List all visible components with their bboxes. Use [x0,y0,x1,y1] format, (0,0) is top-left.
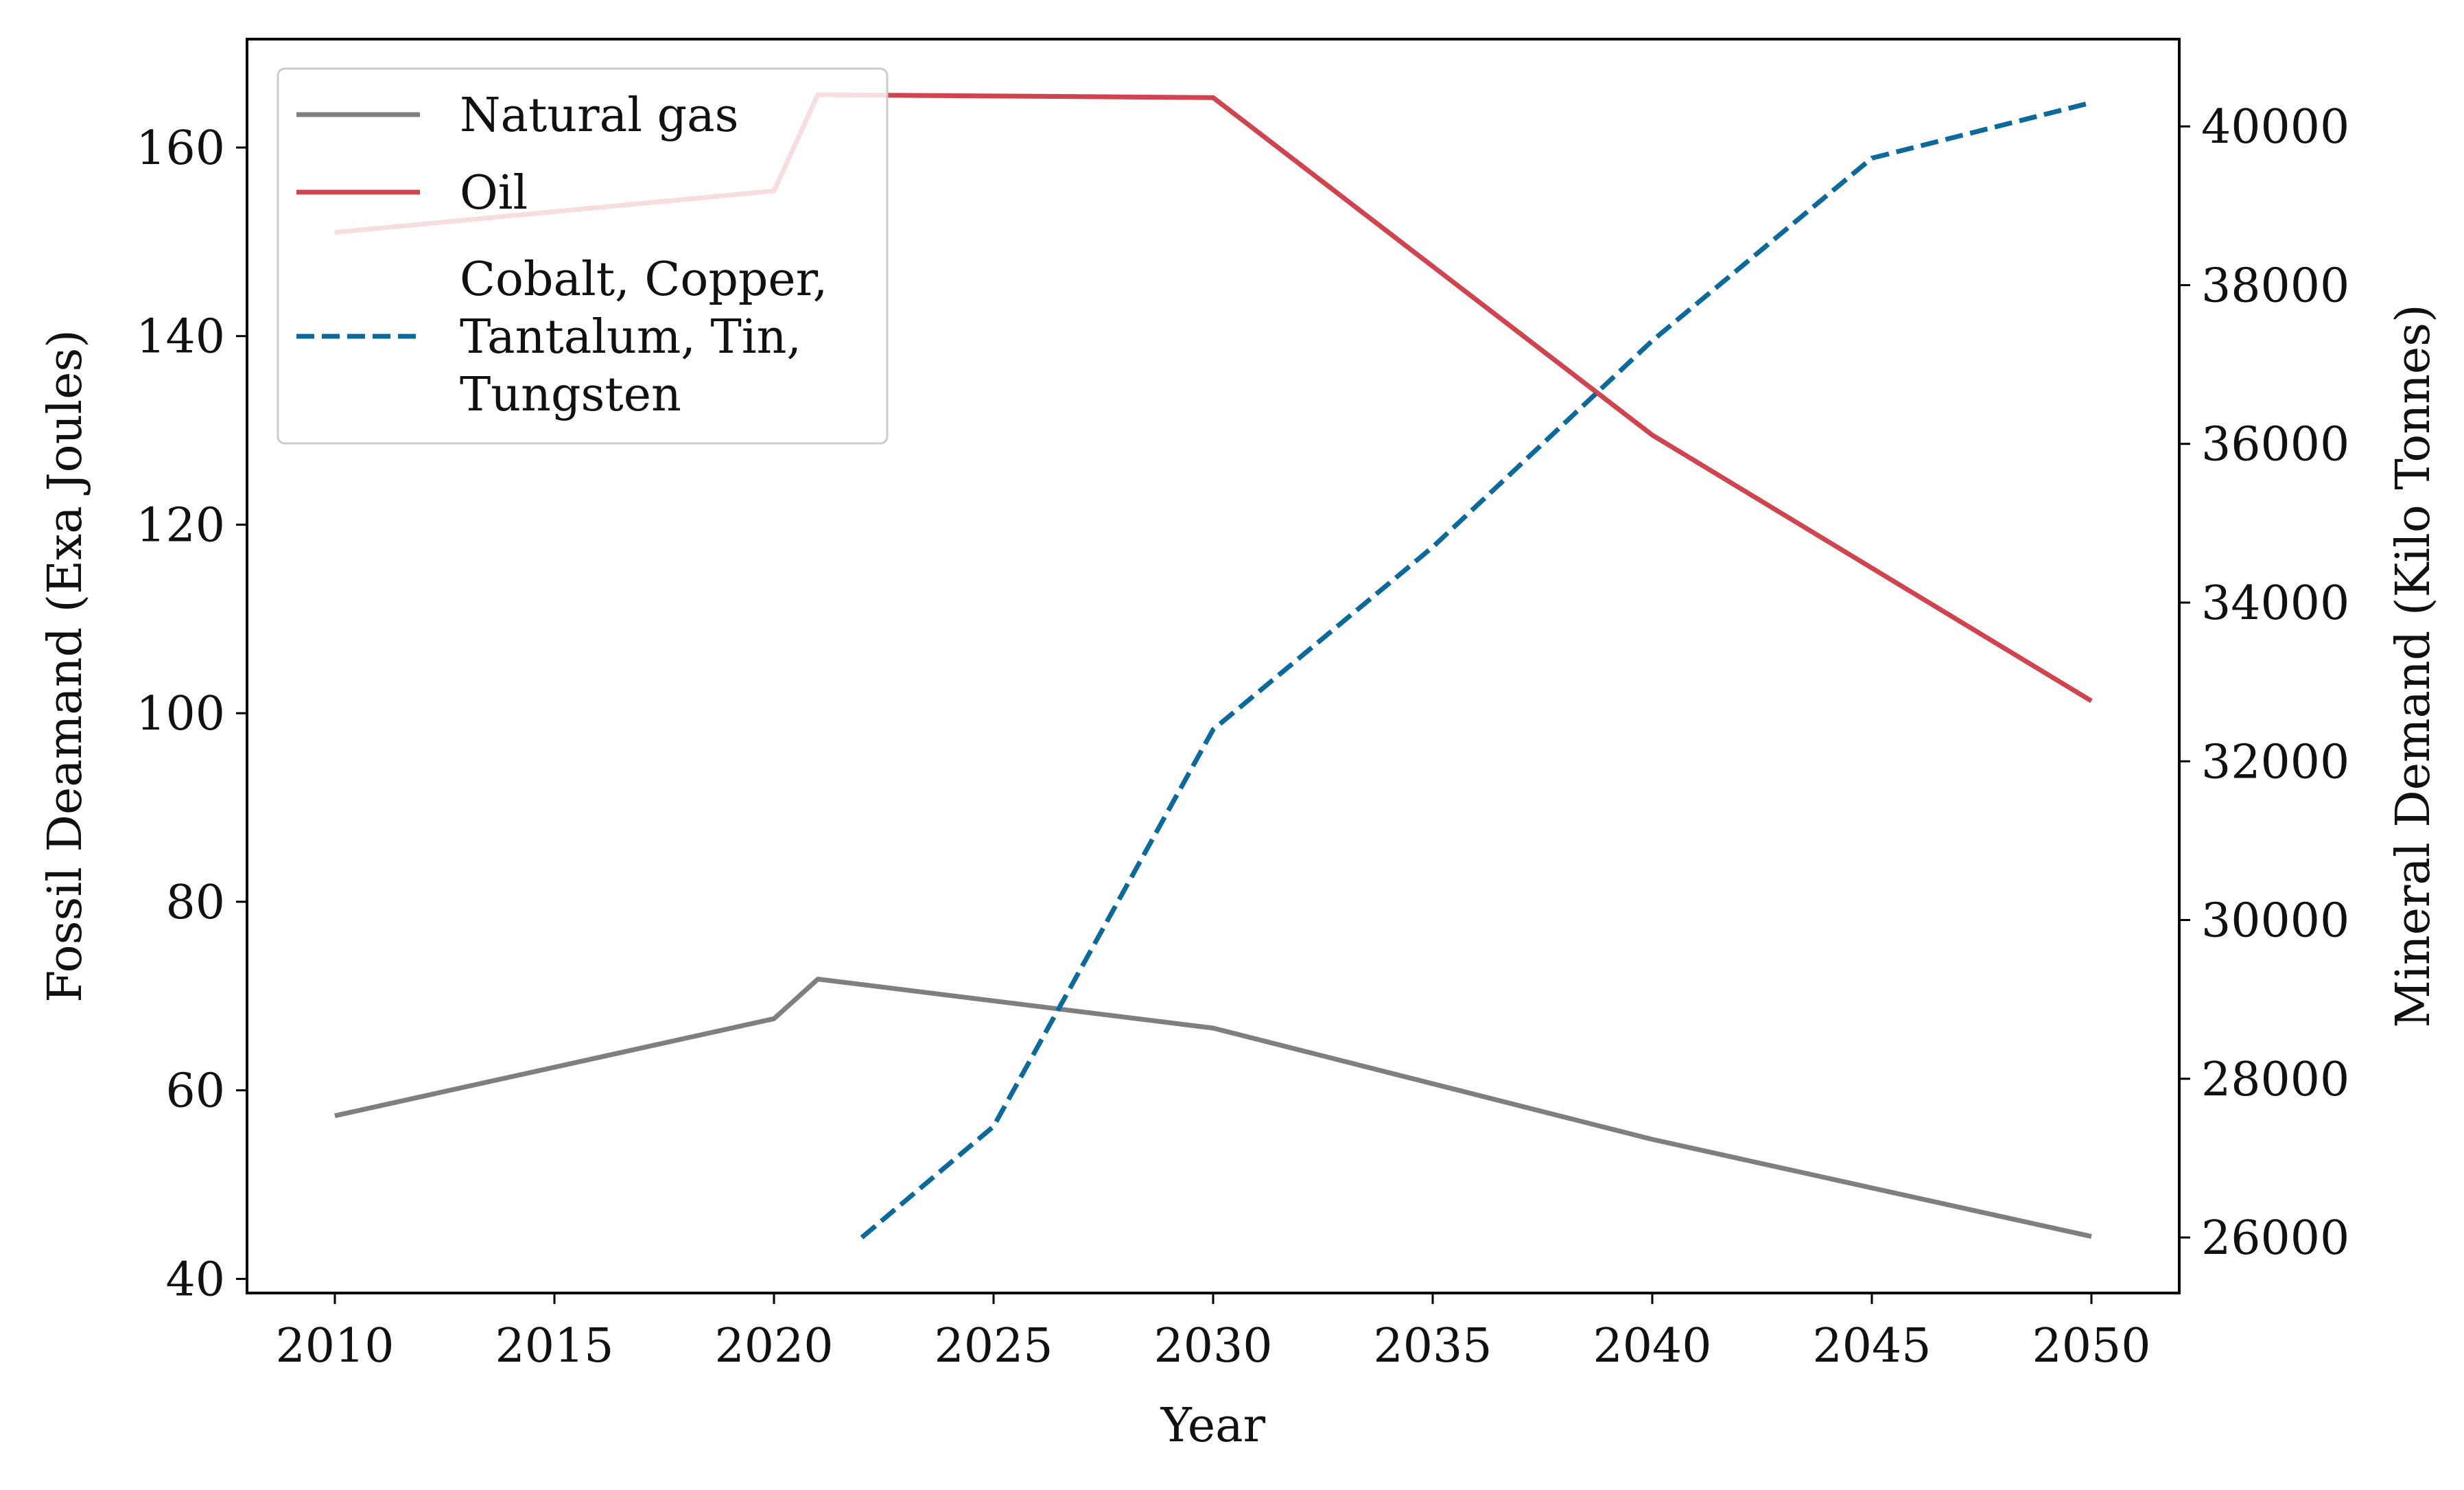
x-tick-label: 2025 [934,1319,1053,1373]
x-tick-label: 2035 [1373,1319,1492,1373]
x-axis-title: Year [1160,1399,1266,1453]
left-y-axis-title: Fossil Deamand (Exa Joules) [38,329,93,1003]
x-tick-label: 2015 [495,1319,613,1373]
series-line-1 [334,977,2092,1239]
x-axis: 2010 2015 2020 2025 2030 2035 2040 2045 2050 [275,1293,2151,1373]
right-y-axis: 26000 28000 30000 32000 34000 36000 38000 40000 [2179,100,2349,1266]
series-line-3 [860,100,2092,1239]
right-y-tick-label: 30000 [2201,894,2349,948]
x-tick-label: 2020 [714,1319,833,1373]
x-tick-label: 2045 [1812,1319,1931,1373]
left-y-tick-label: 140 [136,310,225,364]
legend-label-2: Oil [460,166,528,220]
legend-label-3: Cobalt, Copper, Tantalum, Tin, Tungsten [460,253,828,422]
left-y-tick-label: 120 [136,498,225,552]
left-y-tick-label: 160 [136,121,225,176]
left-y-axis: 40 60 80 100 120 140 160 [136,121,247,1307]
right-y-tick-label: 40000 [2201,100,2349,154]
left-y-tick-label: 100 [136,687,225,741]
right-y-tick-label: 38000 [2201,259,2349,313]
x-tick-label: 2030 [1153,1319,1272,1373]
right-y-tick-label: 34000 [2201,577,2349,631]
x-tick-label: 2050 [2032,1319,2150,1373]
left-y-tick-label: 80 [165,876,225,930]
legend-label-1: Natural gas [460,89,739,143]
right-y-tick-label: 28000 [2201,1053,2349,1107]
left-y-tick-label: 60 [165,1064,225,1119]
legend-box [277,67,889,445]
right-y-tick-label: 32000 [2201,735,2349,789]
left-y-tick-label: 40 [165,1253,225,1307]
x-tick-label: 2010 [275,1319,394,1373]
right-y-tick-label: 26000 [2201,1211,2349,1266]
right-y-tick-label: 36000 [2201,418,2349,472]
right-y-axis-title: Mineral Demand (Kilo Tonnes) [2386,304,2441,1027]
x-tick-label: 2040 [1593,1319,1711,1373]
legend: Natural gas Oil Cobalt, Copper, Tantalum, T… [277,67,889,445]
